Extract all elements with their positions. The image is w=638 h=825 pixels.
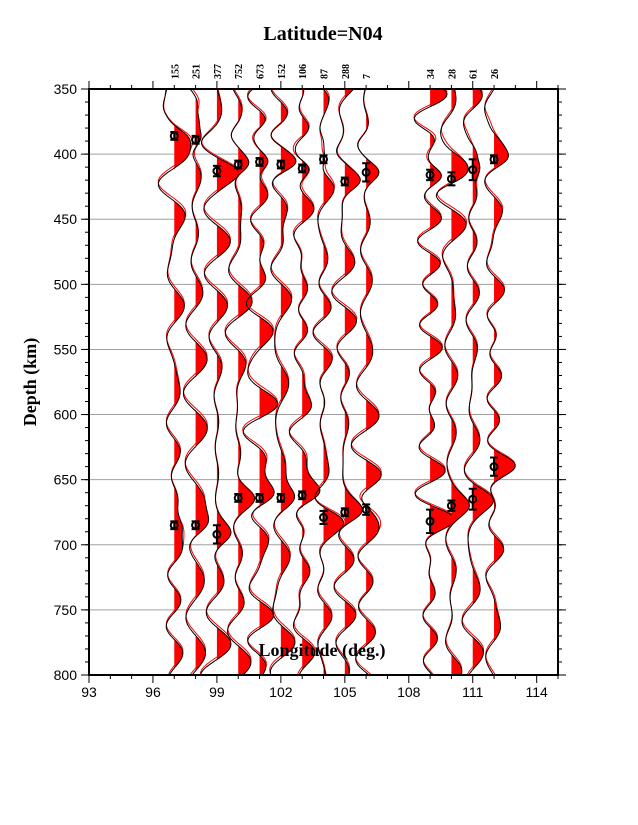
y-tick-label: 650 (54, 472, 78, 488)
x-tick-label: 96 (145, 684, 161, 700)
pick-marker (361, 505, 371, 515)
station-count-label: 87 (320, 69, 331, 79)
x-tick-label: 102 (269, 684, 293, 700)
station-count-label: 155 (170, 64, 181, 79)
y-tick-label: 750 (54, 602, 78, 618)
station-count-label: 7 (362, 74, 373, 79)
trace-line (331, 88, 363, 676)
x-tick-label: 105 (333, 684, 357, 700)
x-tick-label: 93 (81, 684, 97, 700)
positive-fill (216, 89, 239, 675)
y-tick-label: 800 (54, 667, 78, 683)
pick-marker (169, 131, 179, 141)
pick-marker (191, 520, 201, 530)
trace-line (312, 88, 345, 676)
station-count-label: 34 (426, 69, 437, 79)
pick-marker (446, 174, 456, 184)
trace-line-alt (331, 88, 362, 676)
pick-marker (468, 494, 478, 504)
trace-line (484, 88, 516, 676)
positive-fill (366, 89, 382, 675)
trace-line (157, 88, 192, 676)
chart-title: Latitude=N04 (263, 23, 382, 45)
x-tick-label: 108 (397, 684, 421, 700)
positive-fill (430, 89, 455, 675)
trace-line (350, 88, 382, 676)
y-tick-label: 550 (54, 341, 78, 357)
pick-marker (212, 166, 222, 176)
trace-line (199, 88, 240, 676)
pick-marker (319, 512, 328, 522)
pick-marker (255, 493, 265, 503)
pick-marker (169, 520, 179, 530)
pick-marker (276, 160, 286, 170)
trace-line (435, 88, 470, 676)
trace-line (242, 88, 279, 676)
y-tick-label: 600 (54, 407, 78, 423)
pick-marker (233, 160, 243, 170)
pick-marker (297, 163, 307, 173)
pick-marker (489, 154, 499, 164)
trace-line (182, 88, 210, 676)
y-tick-label: 350 (54, 81, 78, 97)
station-count-label: 106 (298, 64, 309, 79)
station-count-label: 752 (234, 64, 245, 79)
trace-line (413, 88, 456, 676)
y-axis-label: Depth (km) (20, 338, 41, 427)
traces: 155 251 377 752 673 152 106 87 288 7 34 28 61 26 (157, 64, 516, 676)
pick-marker (489, 462, 499, 472)
trace-line (224, 88, 256, 676)
station-count-label: 673 (256, 64, 267, 79)
pick-marker (191, 135, 201, 145)
picks (169, 130, 499, 545)
pick-marker (297, 490, 307, 500)
trace-line (461, 88, 495, 676)
y-tick-label: 450 (54, 211, 78, 227)
pick-marker (425, 170, 435, 180)
pick-marker (276, 493, 286, 503)
pick-marker (212, 529, 222, 539)
trace-line-alt (288, 88, 319, 676)
pick-marker (255, 157, 265, 167)
x-tick-label: 111 (462, 684, 483, 700)
y-tick-label: 400 (54, 146, 78, 162)
pick-marker (425, 516, 435, 526)
x-tick-label: 114 (526, 684, 549, 700)
positive-fill (323, 89, 344, 675)
pick-marker (340, 176, 350, 186)
station-count-label: 28 (447, 69, 458, 79)
station-count-label: 26 (490, 69, 501, 79)
positive-fill (174, 89, 191, 675)
trace-line-alt (242, 88, 278, 676)
station-count-label: 377 (213, 64, 224, 79)
positive-fill (302, 89, 320, 675)
pick-marker (233, 493, 243, 503)
trace-line (269, 88, 297, 676)
station-count-label: 152 (277, 64, 288, 79)
x-axis-label: Longitude (deg.) (258, 640, 385, 661)
positive-fill (259, 89, 278, 675)
station-count-label: 251 (192, 64, 203, 79)
y-tick-label: 500 (54, 276, 78, 292)
y-tick-label: 700 (54, 537, 78, 553)
pick-marker (446, 501, 456, 511)
station-count-label: 288 (341, 64, 352, 79)
trace-line-alt (436, 88, 470, 676)
pick-marker (319, 154, 328, 164)
x-tick-label: 99 (209, 684, 225, 700)
trace-line-alt (182, 88, 208, 676)
station-count-label: 61 (469, 69, 480, 79)
trace-line (288, 88, 321, 676)
pick-marker (468, 165, 478, 175)
pick-marker (340, 507, 350, 517)
pick-marker (361, 167, 371, 177)
